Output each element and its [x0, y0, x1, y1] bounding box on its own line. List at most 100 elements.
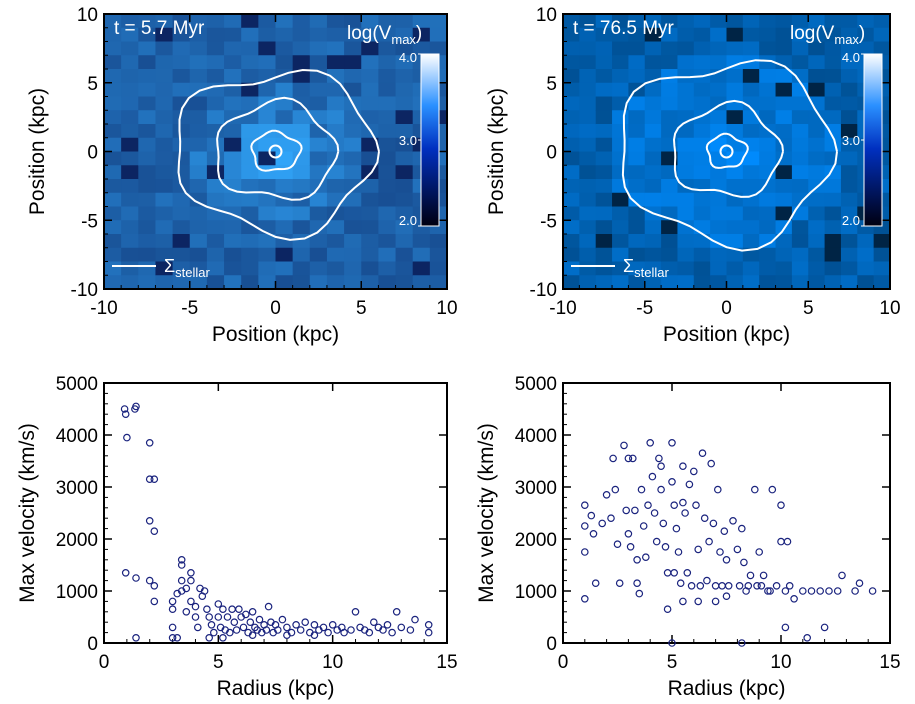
map-cell [326, 124, 345, 139]
map-cell [309, 151, 328, 166]
y-tick-label: 2000 [515, 530, 557, 551]
map-cell [563, 41, 580, 56]
y-tick-label: -5 [81, 211, 98, 232]
map-cell [595, 234, 613, 249]
map-cell [309, 192, 328, 208]
data-point [602, 490, 611, 499]
map-cell [292, 247, 311, 263]
map-cell [104, 55, 122, 70]
map-cell [395, 192, 414, 208]
data-point [641, 553, 650, 562]
map-cell [595, 220, 613, 235]
map-cell [677, 247, 695, 263]
map-cell [595, 82, 613, 98]
data-point [248, 631, 257, 640]
data-point [624, 454, 633, 463]
map-cell [378, 124, 397, 139]
map-cell [791, 220, 809, 235]
map-cell [840, 69, 858, 84]
map-cell [344, 247, 362, 263]
data-point [718, 581, 726, 590]
map-cell [628, 55, 646, 70]
map-cell [759, 192, 777, 208]
data-point [328, 620, 337, 629]
data-point [757, 581, 766, 590]
map-cell [258, 14, 277, 29]
map-cell [677, 192, 695, 208]
map-cell [579, 124, 597, 139]
y-tick-label: 10 [536, 5, 557, 26]
map-cell [595, 261, 613, 276]
map-cell [726, 96, 744, 111]
map-cell [840, 27, 858, 43]
plot-frame [103, 382, 448, 644]
map-cell [840, 96, 858, 111]
data-point [639, 522, 648, 530]
map-cell [791, 151, 809, 166]
map-cell [628, 151, 646, 166]
data-point [589, 529, 598, 538]
data-point [319, 623, 328, 632]
data-point [755, 548, 764, 556]
data-point [868, 587, 877, 595]
map-cell [824, 151, 842, 166]
colorbar-tick-label: 2.0 [842, 213, 860, 228]
map-cell [189, 165, 208, 180]
map-cell [344, 275, 362, 290]
map-cell [677, 27, 695, 43]
data-point [283, 623, 291, 632]
map-cell [344, 137, 362, 153]
map-cell [579, 220, 597, 235]
map-cell [808, 41, 826, 56]
map-cell [155, 206, 174, 221]
map-cell [326, 275, 345, 290]
x-tick-label: 5 [667, 652, 678, 673]
map-cell [429, 14, 448, 29]
x-tick-label: 10 [770, 652, 791, 673]
data-point [191, 613, 200, 621]
map-cell [791, 69, 809, 84]
data-point [132, 633, 140, 642]
data-point [388, 628, 396, 637]
data-point [194, 623, 202, 632]
map-cell [595, 247, 613, 263]
data-point [637, 485, 646, 494]
map-cell [742, 247, 760, 263]
map-cell [710, 206, 728, 221]
data-point [777, 537, 785, 546]
map-cell [693, 55, 711, 70]
map-cell [563, 261, 580, 276]
y-tick-label: 0 [546, 634, 557, 655]
map-cell [628, 192, 646, 208]
map-cell [395, 82, 414, 98]
map-cell [361, 41, 379, 56]
data-point [580, 548, 589, 556]
map-cell [775, 275, 793, 290]
scatter-late: 0 5 10 15 0 1000 2000 3000 4000 5000 Radius (kpc) M… [475, 374, 901, 700]
map-cell [155, 151, 174, 166]
map-cell [189, 151, 208, 166]
data-point [631, 506, 639, 515]
map-cell [808, 247, 826, 263]
x-axis-title: Radius (kpc) [668, 677, 786, 700]
map-cell [677, 124, 695, 139]
map-cell [759, 69, 777, 84]
data-point [622, 506, 631, 515]
map-cell [224, 261, 242, 276]
map-cell [628, 69, 646, 84]
data-point [340, 628, 348, 637]
map-cell [224, 179, 242, 194]
map-cell [693, 165, 711, 180]
map-cell [628, 27, 646, 43]
data-point [168, 633, 177, 642]
map-cell [155, 124, 174, 139]
map-cell [726, 27, 744, 43]
map-cell [595, 165, 613, 180]
data-point [296, 626, 305, 634]
data-point [347, 626, 355, 634]
map-cell [138, 124, 157, 139]
map-cell [824, 14, 842, 29]
map-cell [395, 41, 414, 56]
map-late: -10-10 -5 -5 0 0 5 5 10 10 Position (kpc) Position… [485, 5, 901, 346]
